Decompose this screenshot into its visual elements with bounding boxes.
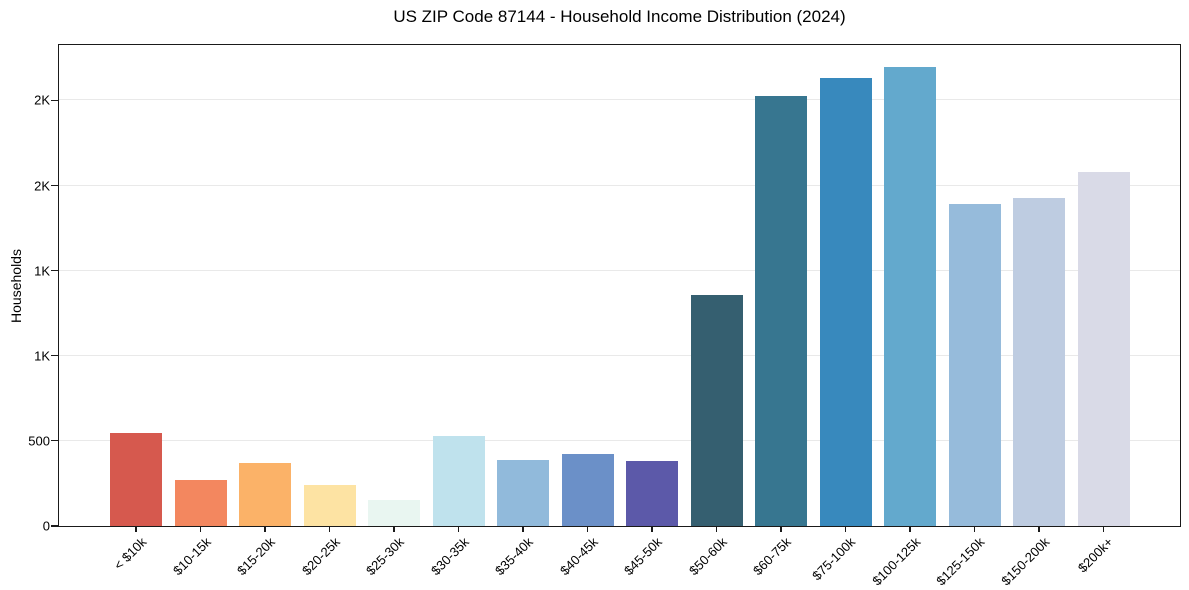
- y-gridline: [59, 99, 1180, 101]
- x-tick-mark: [135, 526, 137, 532]
- x-tick-label: $75-100k: [809, 534, 859, 584]
- x-tick-mark: [909, 526, 911, 532]
- bar-40-45k: [561, 453, 614, 526]
- y-tick-mark: [51, 440, 58, 442]
- x-tick-label: $150-200k: [997, 534, 1052, 589]
- y-tick-mark: [51, 99, 58, 101]
- y-tick-mark: [51, 525, 58, 527]
- x-tick-mark: [1038, 526, 1040, 532]
- y-tick-mark: [51, 184, 58, 187]
- x-tick-mark: [393, 526, 395, 532]
- y-tick-label: 500: [28, 433, 50, 449]
- bar-30-35k: [432, 435, 485, 526]
- y-tick-label: 0: [42, 518, 50, 534]
- bar-125-150k: [948, 204, 1001, 526]
- bar-75-100k: [819, 77, 872, 526]
- x-tick-mark: [780, 526, 782, 532]
- bar-25-30k: [368, 500, 420, 526]
- y-tick-mark: [51, 355, 58, 357]
- x-tick-label: $100-125k: [868, 534, 923, 589]
- x-tick-label: $45-50k: [621, 534, 665, 579]
- bar-50-60k: [690, 294, 743, 526]
- x-tick-mark: [651, 526, 653, 532]
- x-tick-mark: [457, 526, 460, 532]
- x-tick-label: $10-15k: [169, 534, 214, 579]
- y-gridline: [59, 184, 1180, 186]
- x-tick-label: $60-75k: [750, 534, 794, 579]
- bar-100-125k: [884, 67, 936, 526]
- y-tick-mark: [51, 269, 58, 272]
- bar-10-15k: [174, 480, 227, 526]
- y-gridline: [59, 269, 1180, 271]
- bar-35-40k: [497, 460, 549, 526]
- chart-title: US ZIP Code 87144 - Household Income Dis…: [393, 7, 846, 26]
- x-tick-label: $15-20k: [234, 534, 278, 579]
- x-tick-mark: [264, 526, 266, 532]
- bar-15-20k: [239, 463, 291, 526]
- x-tick-label: $20-25k: [298, 534, 343, 579]
- x-tick-mark: [1102, 526, 1105, 532]
- bar-20-25k: [303, 485, 356, 526]
- y-tick-label: 1K: [34, 348, 50, 364]
- bar-60-75k: [755, 96, 807, 526]
- x-tick-label: $200k+: [1075, 534, 1117, 576]
- y-tick-label: 1K: [34, 263, 50, 279]
- y-tick-label: 2K: [34, 178, 50, 194]
- x-tick-mark: [522, 526, 524, 532]
- y-tick-label: 2K: [34, 92, 50, 108]
- x-tick-label: $35-40k: [492, 534, 536, 579]
- x-tick-label: $40-45k: [556, 534, 601, 579]
- x-tick-mark: [844, 526, 847, 532]
- x-tick-mark: [199, 526, 202, 532]
- x-tick-label: < $10k: [110, 534, 149, 573]
- x-tick-label: $25-30k: [363, 534, 407, 579]
- y-axis-label: Households: [8, 249, 24, 323]
- bar-10k: [110, 433, 162, 526]
- x-tick-mark: [586, 526, 589, 532]
- x-tick-label: $125-150k: [933, 534, 988, 589]
- bar-150-200k: [1013, 197, 1065, 526]
- x-tick-label: $50-60k: [685, 534, 730, 579]
- x-tick-mark: [328, 526, 331, 532]
- y-gridline: [59, 354, 1180, 356]
- x-tick-mark: [715, 526, 718, 532]
- x-tick-label: $30-35k: [427, 534, 472, 579]
- x-tick-mark: [973, 526, 976, 532]
- bar-200k: [1077, 171, 1130, 526]
- plot-area: 0 500 1K 1K 2K 2K < $10k $10-15k $15-20k $20-25k $…: [28, 44, 1181, 588]
- bar-45-50k: [626, 461, 678, 526]
- y-gridline: [59, 439, 1180, 441]
